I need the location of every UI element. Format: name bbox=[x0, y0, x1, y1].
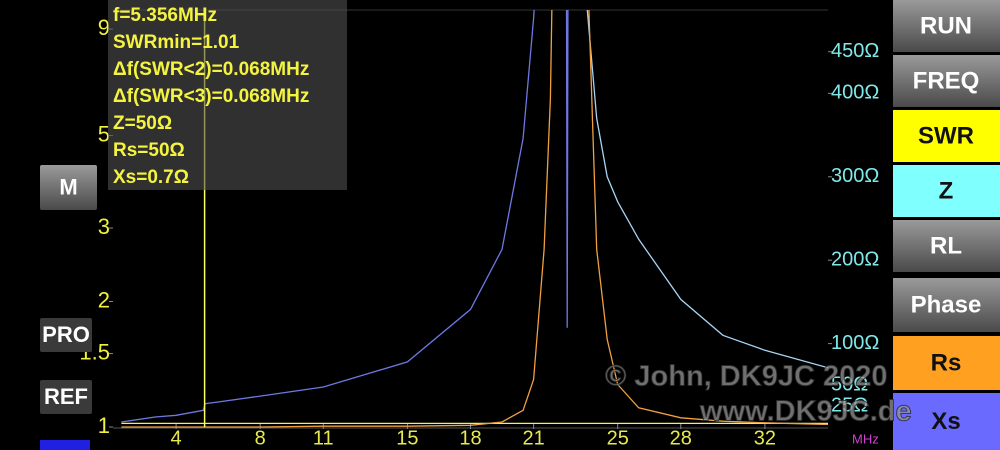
plot-area bbox=[121, 10, 828, 428]
menu-button[interactable] bbox=[893, 220, 1000, 272]
readout-line: Δf(SWR<2)=0.068MHz bbox=[113, 59, 309, 80]
side-button-label[interactable]: REF bbox=[44, 384, 88, 409]
side-button-label[interactable]: PRO bbox=[42, 322, 90, 347]
series-line bbox=[121, 10, 569, 423]
y-tick-label: 3 bbox=[98, 214, 110, 239]
readout-line: Z=50Ω bbox=[113, 113, 172, 134]
x-tick-label: 18 bbox=[459, 427, 481, 449]
readout-line: f=5.356MHz bbox=[113, 5, 217, 26]
menu-button[interactable] bbox=[893, 336, 1000, 390]
readout-line: SWRmin=1.01 bbox=[113, 32, 240, 53]
menu-button-label[interactable]: Phase bbox=[911, 291, 982, 318]
indicator-bar bbox=[40, 440, 90, 450]
y2-tick-label: 300Ω bbox=[831, 165, 879, 187]
y2-tick-label: 450Ω bbox=[831, 40, 879, 62]
menu-button-label[interactable]: FREQ bbox=[913, 67, 980, 94]
y-tick-label: 5 bbox=[98, 121, 110, 146]
x-tick-label: 15 bbox=[396, 427, 418, 449]
menu-button-label[interactable]: Z bbox=[939, 177, 954, 204]
watermark: © John, DK9JC 2020 bbox=[605, 361, 887, 393]
menu-button[interactable] bbox=[893, 110, 1000, 162]
menu-button[interactable] bbox=[893, 55, 1000, 107]
readout-line: Rs=50Ω bbox=[113, 140, 185, 161]
side-button bbox=[40, 380, 92, 414]
x-tick-label: 4 bbox=[171, 427, 182, 449]
readout-line: Xs=0.7Ω bbox=[113, 167, 189, 188]
y2-tick-label: 100Ω bbox=[831, 332, 879, 354]
y-tick-label: 2 bbox=[98, 287, 110, 312]
series-line bbox=[586, 10, 828, 369]
y2-tick-label: 50Ω bbox=[831, 374, 868, 396]
x-tick-label: 11 bbox=[313, 427, 334, 449]
x-tick-label: 28 bbox=[670, 427, 692, 449]
readout-line: Δf(SWR<3)=0.068MHz bbox=[113, 86, 309, 107]
y2-tick-label: 200Ω bbox=[831, 248, 879, 270]
x-tick-label: 32 bbox=[754, 427, 776, 449]
menu-button[interactable] bbox=[893, 165, 1000, 217]
menu-button-label[interactable]: SWR bbox=[918, 122, 974, 149]
watermark: www.DK9JC.de bbox=[699, 396, 912, 428]
side-button-label[interactable]: M bbox=[59, 174, 77, 199]
menu-button-label[interactable]: Xs bbox=[931, 408, 960, 435]
y2-tick-label: 25Ω bbox=[831, 394, 868, 416]
x-axis-unit: MHz bbox=[852, 431, 879, 446]
x-tick-label: 25 bbox=[607, 427, 629, 449]
menu-button-label[interactable]: RUN bbox=[920, 12, 972, 39]
y-tick-label: 1 bbox=[98, 413, 110, 438]
side-button bbox=[40, 318, 92, 352]
menu-button-label[interactable]: RL bbox=[930, 232, 962, 259]
menu-button[interactable] bbox=[893, 393, 1000, 450]
y-tick-label: 9 bbox=[98, 15, 110, 40]
y2-tick-label: 400Ω bbox=[831, 82, 879, 104]
menu-button[interactable] bbox=[893, 0, 1000, 52]
x-tick-label: 8 bbox=[255, 427, 266, 449]
menu-button[interactable] bbox=[893, 278, 1000, 332]
readout-panel bbox=[108, 0, 347, 190]
menu-button-label[interactable]: Rs bbox=[931, 349, 962, 376]
x-tick-label: 21 bbox=[522, 427, 544, 449]
side-button bbox=[40, 165, 97, 210]
